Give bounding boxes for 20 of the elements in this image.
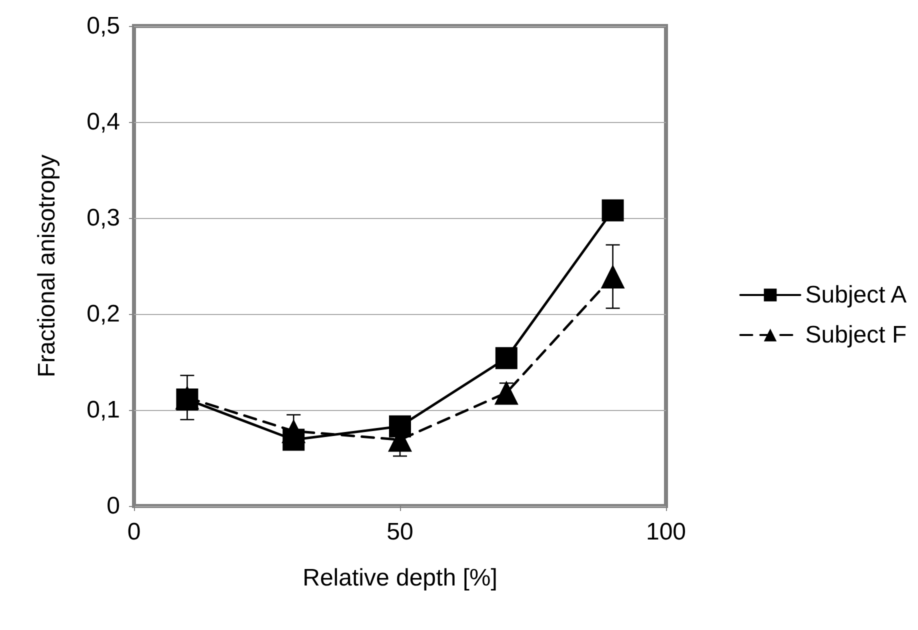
point bbox=[494, 380, 518, 405]
x-tick-label: 0 bbox=[127, 518, 141, 546]
y-tick-label: 0,5 bbox=[86, 12, 120, 40]
x-tick-label: 50 bbox=[386, 518, 414, 546]
x-axis-title: Relative depth [%] bbox=[302, 564, 498, 592]
point bbox=[282, 428, 305, 451]
point bbox=[602, 199, 624, 222]
y-axis-title: Fractional anisotropy bbox=[34, 154, 60, 378]
point bbox=[495, 347, 518, 370]
legend-label: Subject F bbox=[805, 322, 907, 348]
point bbox=[176, 388, 198, 410]
y-tick-label: 0,2 bbox=[86, 300, 120, 328]
legend-label: Subject A bbox=[805, 282, 907, 308]
y-tick-label: 0,4 bbox=[86, 108, 120, 136]
y-tick-label: 0 bbox=[106, 492, 120, 520]
x-tick-label: 100 bbox=[646, 518, 686, 546]
point bbox=[389, 415, 411, 438]
y-tick-label: 0,1 bbox=[86, 396, 120, 424]
point bbox=[600, 264, 625, 289]
y-tick-label: 0,3 bbox=[86, 204, 120, 232]
